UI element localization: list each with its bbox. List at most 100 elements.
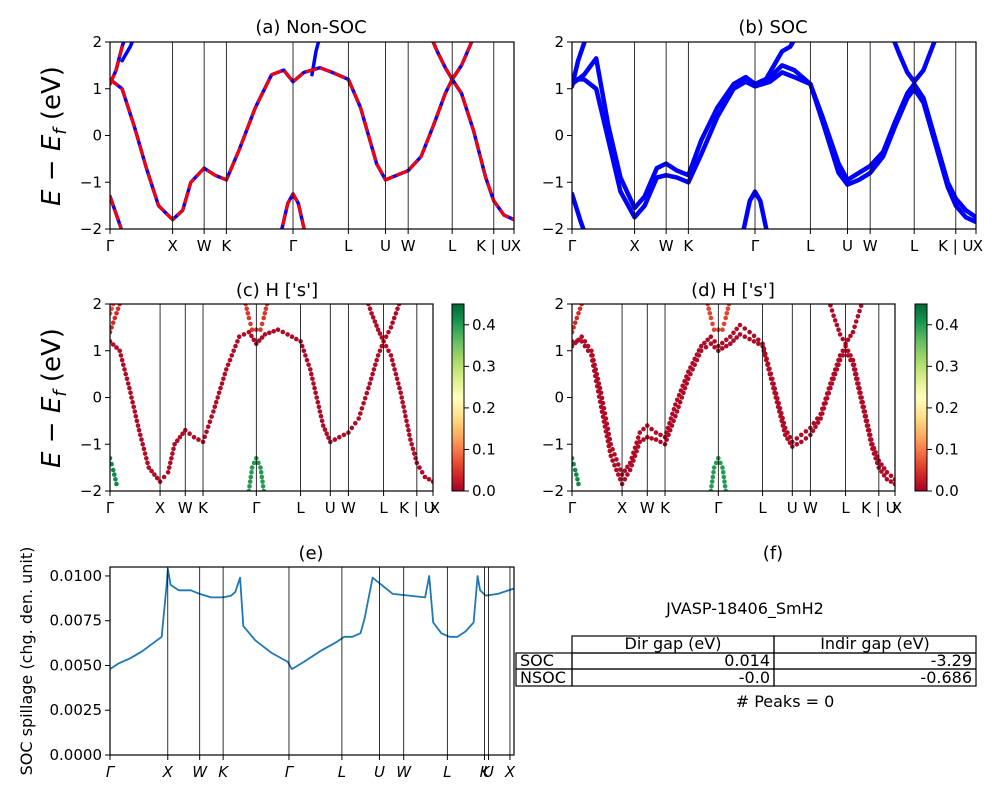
colorbar-tick-label: 0.4 bbox=[935, 316, 959, 334]
panel-d-point bbox=[702, 340, 707, 346]
panel-d-point bbox=[711, 327, 717, 333]
panel-c-point bbox=[149, 468, 154, 474]
panel-d-point bbox=[768, 376, 774, 382]
panel-d-point bbox=[721, 321, 727, 327]
y-tick-label: 2 bbox=[92, 295, 102, 313]
panel-d-point bbox=[818, 416, 823, 421]
x-tick-label: U bbox=[787, 499, 798, 517]
x-tick-label: X bbox=[617, 499, 627, 517]
panel-d-point bbox=[616, 472, 621, 477]
panel-c-point bbox=[322, 427, 328, 432]
x-tick-label: Γ bbox=[568, 499, 577, 517]
panel-d-point bbox=[707, 311, 713, 316]
panel-b-plot-area bbox=[572, 42, 976, 229]
panel-c-point bbox=[393, 371, 399, 377]
x-tick-label: Γ bbox=[714, 499, 723, 517]
panel-c-point bbox=[262, 311, 268, 316]
table-header-dir: Dir gap (eV) bbox=[625, 634, 722, 653]
panel-c-point bbox=[246, 315, 252, 321]
panel-c-point bbox=[175, 438, 180, 444]
panel-c-point bbox=[398, 390, 404, 396]
panel-c-point bbox=[170, 451, 175, 456]
panel-d-point bbox=[881, 466, 887, 471]
panel-d-point bbox=[677, 399, 683, 405]
panel-c-point bbox=[409, 442, 415, 447]
panel-c-point bbox=[251, 337, 257, 343]
panel-c-point bbox=[315, 399, 321, 405]
panel-d-point bbox=[597, 399, 603, 405]
x-tick-label: K | U bbox=[861, 499, 896, 517]
panel-c-point bbox=[368, 376, 374, 382]
panel-c-point bbox=[365, 297, 370, 302]
panel-d-point bbox=[873, 456, 878, 461]
panel-d-point bbox=[840, 353, 846, 358]
colorbar-tick-label: 0.4 bbox=[472, 316, 496, 334]
x-tick-label: L bbox=[448, 237, 457, 255]
y-tick-label: −2 bbox=[542, 482, 564, 500]
x-tick-label: X bbox=[162, 763, 174, 781]
panel-d-point bbox=[572, 461, 576, 467]
panel-d-point bbox=[722, 479, 727, 484]
panel-d-point bbox=[710, 474, 716, 480]
x-tick-label: L bbox=[379, 499, 388, 517]
colorbar-tick-label: 0.2 bbox=[935, 399, 959, 417]
x-tick-label: K bbox=[198, 499, 209, 517]
table-cell: -0.686 bbox=[920, 668, 972, 687]
panel-c-point bbox=[125, 381, 131, 386]
panel-d-point bbox=[864, 423, 870, 428]
panel-d-point bbox=[857, 390, 862, 396]
panel-c-point bbox=[379, 343, 385, 349]
panel-d-point bbox=[696, 353, 702, 358]
panel-c-point bbox=[260, 484, 266, 489]
panel-d-point bbox=[599, 409, 605, 415]
panel-c-point bbox=[110, 342, 116, 347]
panel-c-point bbox=[370, 315, 376, 320]
panel-d-point bbox=[775, 404, 781, 410]
panel-c-point bbox=[127, 385, 132, 391]
panel-c-point bbox=[124, 376, 130, 382]
panel-d-point bbox=[832, 318, 838, 323]
panel-d-point bbox=[828, 385, 833, 391]
panel-c-point bbox=[364, 390, 370, 396]
panel-d-point bbox=[602, 424, 608, 429]
panel-d-point bbox=[711, 465, 717, 470]
panel-a-series-line bbox=[310, 42, 321, 77]
panel-d-point bbox=[823, 401, 828, 406]
panel-d-point bbox=[664, 437, 669, 442]
panel-c-point bbox=[422, 474, 428, 480]
panel-d-point bbox=[574, 315, 580, 321]
panel-c-point bbox=[304, 357, 310, 363]
panel-d-point bbox=[622, 477, 628, 482]
panel-d-point bbox=[579, 334, 584, 340]
panel-c-point bbox=[372, 319, 378, 324]
x-tick-label: U bbox=[325, 499, 336, 517]
panel-d-point bbox=[723, 315, 728, 321]
panel-d-point bbox=[625, 464, 630, 470]
x-tick-label: K bbox=[218, 763, 229, 781]
panel-a-series-line bbox=[110, 66, 514, 222]
panel-b-series-line bbox=[572, 70, 976, 225]
y-tick-label: −2 bbox=[80, 482, 102, 500]
panel-d-point bbox=[674, 409, 680, 414]
panel-c-point bbox=[317, 409, 323, 414]
panel-d-point bbox=[698, 348, 704, 354]
x-tick-label: Γ bbox=[289, 237, 298, 255]
panel-d-point bbox=[622, 468, 628, 474]
panel-d-point bbox=[864, 288, 869, 293]
panel-d-point bbox=[666, 432, 671, 438]
panel-c-point bbox=[259, 474, 265, 480]
panel-d-point bbox=[737, 322, 743, 328]
panel-d-point bbox=[682, 385, 688, 391]
panel-c-point bbox=[256, 338, 262, 343]
panel-c-point bbox=[259, 335, 265, 340]
table-cell: -3.29 bbox=[931, 651, 972, 670]
panel-d-point bbox=[710, 321, 715, 327]
panel-d-point bbox=[724, 337, 729, 343]
panel-d-point bbox=[799, 439, 804, 445]
panel-d-point bbox=[785, 436, 790, 442]
panel-d-point bbox=[593, 378, 599, 384]
panel-c-point bbox=[392, 367, 397, 372]
panel-c-point bbox=[146, 465, 152, 470]
x-tick-label: Γ bbox=[285, 763, 295, 781]
